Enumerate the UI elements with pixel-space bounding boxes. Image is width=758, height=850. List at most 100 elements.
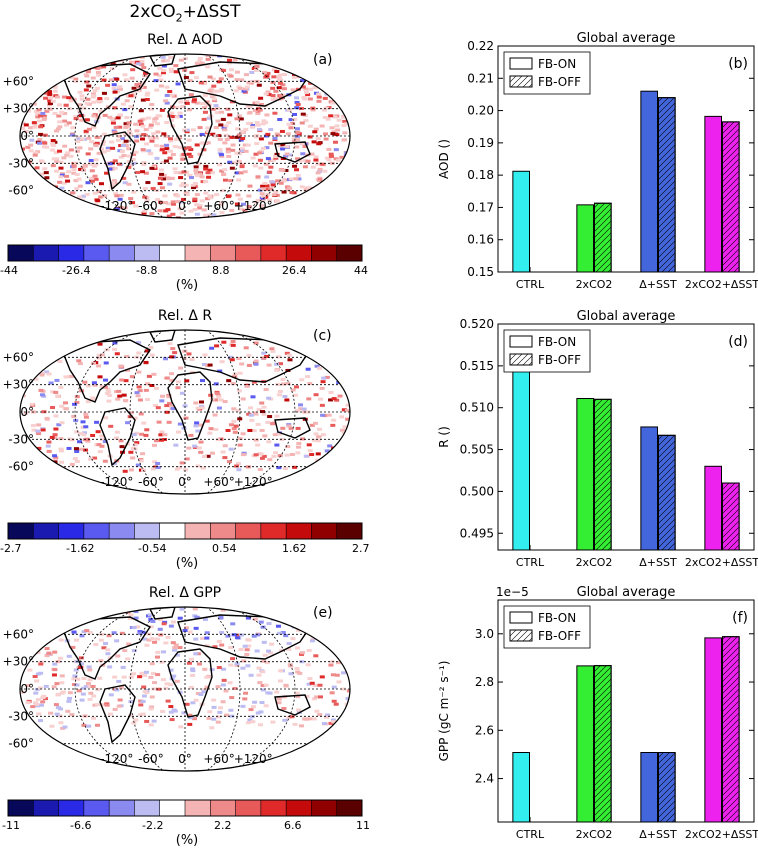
map-cell bbox=[299, 185, 305, 189]
map-cell bbox=[143, 171, 149, 175]
map-cell bbox=[50, 143, 56, 147]
map-cell bbox=[38, 159, 44, 163]
map-cell bbox=[50, 148, 56, 152]
map-cell bbox=[336, 118, 342, 122]
map-cell bbox=[234, 202, 240, 206]
map-cell bbox=[216, 80, 222, 84]
map-cell bbox=[272, 136, 278, 140]
map-cell bbox=[108, 54, 114, 58]
map-cell bbox=[304, 196, 310, 200]
map-cell bbox=[139, 671, 145, 675]
map-cell bbox=[101, 132, 107, 136]
map-cell bbox=[256, 408, 262, 412]
map-cell bbox=[161, 650, 167, 654]
map-cell bbox=[347, 104, 350, 108]
longitude-label: +60° bbox=[203, 475, 234, 489]
map-cell bbox=[88, 457, 94, 461]
map-cell bbox=[250, 125, 256, 129]
map-cell bbox=[132, 416, 138, 420]
map-cell bbox=[287, 204, 293, 208]
map-cell bbox=[158, 633, 164, 637]
map-cell bbox=[162, 433, 168, 437]
map-cell bbox=[141, 163, 147, 167]
map-cell bbox=[194, 143, 200, 147]
map-cell bbox=[134, 129, 140, 133]
map-cell bbox=[54, 712, 60, 716]
map-cell bbox=[348, 462, 350, 466]
map-cell bbox=[100, 142, 106, 146]
map-cell bbox=[255, 123, 261, 127]
map-cell bbox=[92, 703, 98, 707]
map-cell bbox=[261, 216, 267, 218]
map-cell bbox=[58, 62, 64, 66]
map-cell bbox=[58, 175, 64, 179]
map-cell bbox=[115, 138, 121, 142]
map-cell bbox=[174, 679, 180, 683]
map-cell bbox=[68, 99, 74, 103]
map-cell bbox=[160, 160, 166, 164]
map-cell bbox=[148, 346, 154, 350]
map-cell bbox=[39, 214, 45, 218]
map-cell bbox=[58, 707, 64, 711]
map-cell bbox=[220, 700, 226, 704]
map-cell bbox=[205, 171, 211, 175]
map-cell bbox=[153, 79, 159, 83]
map-cell bbox=[337, 365, 343, 369]
map-cell bbox=[135, 394, 141, 398]
map-cell bbox=[288, 672, 294, 676]
map-cell bbox=[140, 170, 146, 174]
map-cell bbox=[114, 436, 120, 440]
map-cell bbox=[339, 76, 345, 80]
map-cell bbox=[231, 427, 237, 431]
coastline bbox=[274, 694, 311, 716]
map-cell bbox=[164, 410, 170, 414]
map-cell bbox=[64, 153, 70, 157]
map-cell bbox=[158, 433, 164, 437]
map-cell bbox=[274, 368, 280, 372]
map-cell bbox=[261, 454, 267, 458]
map-cell bbox=[111, 179, 117, 183]
map-cell bbox=[308, 87, 314, 91]
legend-swatch-fb-off bbox=[509, 75, 533, 88]
map-cell bbox=[125, 368, 131, 372]
map-cell bbox=[71, 171, 77, 175]
map-cell bbox=[277, 216, 283, 218]
map-cell bbox=[258, 620, 264, 624]
map-cell bbox=[329, 691, 335, 695]
longitude-line bbox=[74, 330, 143, 494]
map-cell bbox=[319, 675, 325, 679]
map-cell bbox=[322, 96, 328, 100]
x-tick-label: CTRL bbox=[516, 278, 545, 291]
map-cell bbox=[35, 65, 41, 69]
map-cell bbox=[95, 703, 101, 707]
tick: -6.6 bbox=[70, 819, 92, 832]
map-cell bbox=[183, 75, 189, 79]
map-cell bbox=[240, 666, 246, 670]
map-cell bbox=[37, 141, 43, 145]
map-cell bbox=[207, 710, 213, 714]
map-cell bbox=[79, 97, 85, 101]
map-cell bbox=[289, 65, 295, 69]
map-cell bbox=[53, 217, 59, 218]
map-cell bbox=[190, 673, 196, 677]
map-cell bbox=[32, 151, 38, 155]
map-cell bbox=[270, 183, 276, 187]
y-tick-label: 0.19 bbox=[467, 136, 494, 150]
map-cell bbox=[125, 657, 131, 661]
map-cell bbox=[120, 665, 126, 669]
map-cell bbox=[42, 141, 48, 145]
map-cell bbox=[46, 68, 52, 72]
map-cell bbox=[91, 164, 97, 168]
map-cell bbox=[159, 144, 165, 148]
map-cell bbox=[349, 164, 350, 168]
map-cell bbox=[173, 70, 179, 74]
map-cell bbox=[58, 65, 64, 69]
map-cell bbox=[170, 200, 176, 204]
map-cell bbox=[73, 79, 79, 83]
map-cell bbox=[210, 107, 216, 111]
map-cell bbox=[177, 200, 183, 204]
map-cell bbox=[252, 164, 258, 168]
map-cell bbox=[349, 89, 350, 93]
map-cell bbox=[129, 375, 135, 379]
map-cell bbox=[243, 127, 249, 131]
